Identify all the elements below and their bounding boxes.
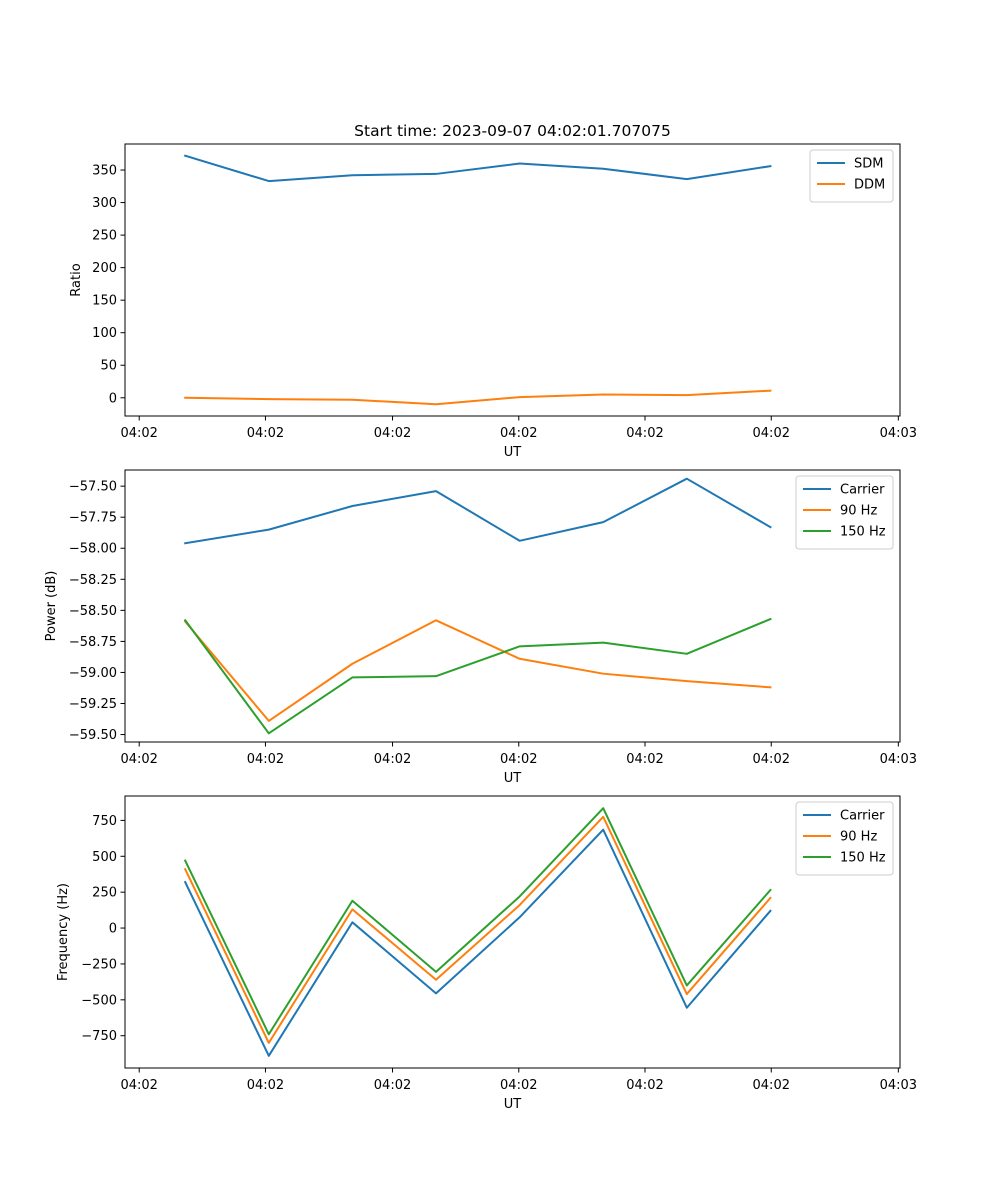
axes-frame	[124, 795, 901, 1069]
figure-title: Start time: 2023-09-07 04:02:01.707075	[354, 122, 671, 140]
axes-frame	[124, 143, 901, 417]
y-tick-label: −58.25	[69, 573, 117, 588]
x-tick-label: 04:02	[500, 426, 537, 441]
legend-label-carrier: Carrier	[840, 483, 885, 498]
legend: Carrier 90 Hz 150 Hz	[795, 475, 894, 550]
y-tick-label: −58.00	[69, 542, 117, 557]
x-tick-label: 04:02	[120, 1078, 157, 1093]
x-tick-label: 04:02	[753, 1078, 790, 1093]
y-tick-label: 200	[92, 261, 117, 276]
y-tick-label: −750	[81, 1029, 117, 1044]
y-tick-label: −59.00	[69, 666, 117, 681]
x-tick-label: 04:02	[374, 426, 411, 441]
chart-3: 04:02 04:02 04:02 04:02 04:02 04:02 04:03 750 50…	[56, 795, 917, 1112]
y-tick-label: 250	[92, 886, 117, 901]
x-tick-label: 04:03	[880, 752, 917, 767]
y-axis-label: Power (dB)	[44, 571, 59, 642]
series-line-90-hz	[183, 619, 772, 722]
y-axis-label: Frequency (Hz)	[56, 883, 71, 981]
x-tick-label: 04:02	[500, 1078, 537, 1093]
x-axis-label: UT	[504, 1097, 522, 1112]
x-axis-label: UT	[504, 771, 522, 786]
x-tick-label: 04:03	[880, 426, 917, 441]
series-line-ddm	[184, 389, 772, 406]
y-tick-label: 350	[92, 164, 117, 179]
y-tick-label: −57.75	[69, 511, 117, 526]
series-line-150-hz	[183, 617, 772, 735]
x-tick-label: 04:02	[374, 1078, 411, 1093]
x-tick-label: 04:02	[753, 752, 790, 767]
y-tick-label: 50	[100, 359, 117, 374]
x-tick-label: 04:02	[374, 752, 411, 767]
y-tick-label: 0	[109, 922, 117, 937]
series-line-150-hz	[183, 807, 772, 1036]
x-tick-label: 04:02	[753, 426, 790, 441]
y-tick-label: 0	[109, 391, 117, 406]
y-tick-label: −59.50	[69, 728, 117, 743]
y-tick-label: −57.50	[69, 480, 117, 495]
legend-label-150-hz: 150 Hz	[840, 525, 886, 540]
chart-2: 04:02 04:02 04:02 04:02 04:02 04:02 04:03 −57.5…	[44, 469, 917, 786]
x-axis-label: UT	[504, 445, 522, 460]
legend-label-ddm: DDM	[854, 178, 885, 193]
x-tick-label: 04:02	[626, 1078, 663, 1093]
series-line-carrier	[183, 828, 772, 1057]
series-line-90-hz	[183, 815, 772, 1044]
y-axis-label: Ratio	[69, 263, 84, 296]
y-tick-label: −58.50	[69, 604, 117, 619]
y-tick-label: 250	[92, 229, 117, 244]
x-tick-label: 04:02	[247, 1078, 284, 1093]
legend: SDM DDM	[809, 149, 894, 203]
legend-label-90-hz: 90 Hz	[840, 504, 877, 519]
axes-frame	[124, 469, 901, 743]
charts: 04:02 04:02 04:02 04:02 04:02 04:02 04:03 0 50 10…	[44, 143, 917, 1112]
x-tick-label: 04:02	[626, 752, 663, 767]
y-tick-label: 500	[92, 850, 117, 865]
x-tick-label: 04:02	[247, 426, 284, 441]
chart-1: 04:02 04:02 04:02 04:02 04:02 04:02 04:03 0 50 10…	[69, 143, 917, 460]
y-tick-label: −58.75	[69, 635, 117, 650]
series-line-carrier	[184, 477, 772, 545]
y-tick-label: −59.25	[69, 697, 117, 712]
y-tick-label: 100	[92, 326, 117, 341]
y-tick-label: −500	[81, 993, 117, 1008]
x-tick-label: 04:02	[247, 752, 284, 767]
y-tick-label: 750	[92, 814, 117, 829]
legend-label-150-hz: 150 Hz	[840, 851, 886, 866]
legend-label-sdm: SDM	[854, 157, 883, 172]
x-tick-label: 04:03	[880, 1078, 917, 1093]
y-tick-label: 300	[92, 196, 117, 211]
y-tick-label: 150	[92, 294, 117, 309]
legend: Carrier 90 Hz 150 Hz	[795, 801, 894, 876]
legend-label-carrier: Carrier	[840, 809, 885, 824]
x-tick-label: 04:02	[500, 752, 537, 767]
series-line-sdm	[183, 154, 772, 183]
legend-label-90-hz: 90 Hz	[840, 830, 877, 845]
x-tick-label: 04:02	[120, 752, 157, 767]
x-tick-label: 04:02	[120, 426, 157, 441]
x-tick-label: 04:02	[626, 426, 663, 441]
y-tick-label: −250	[81, 957, 117, 972]
